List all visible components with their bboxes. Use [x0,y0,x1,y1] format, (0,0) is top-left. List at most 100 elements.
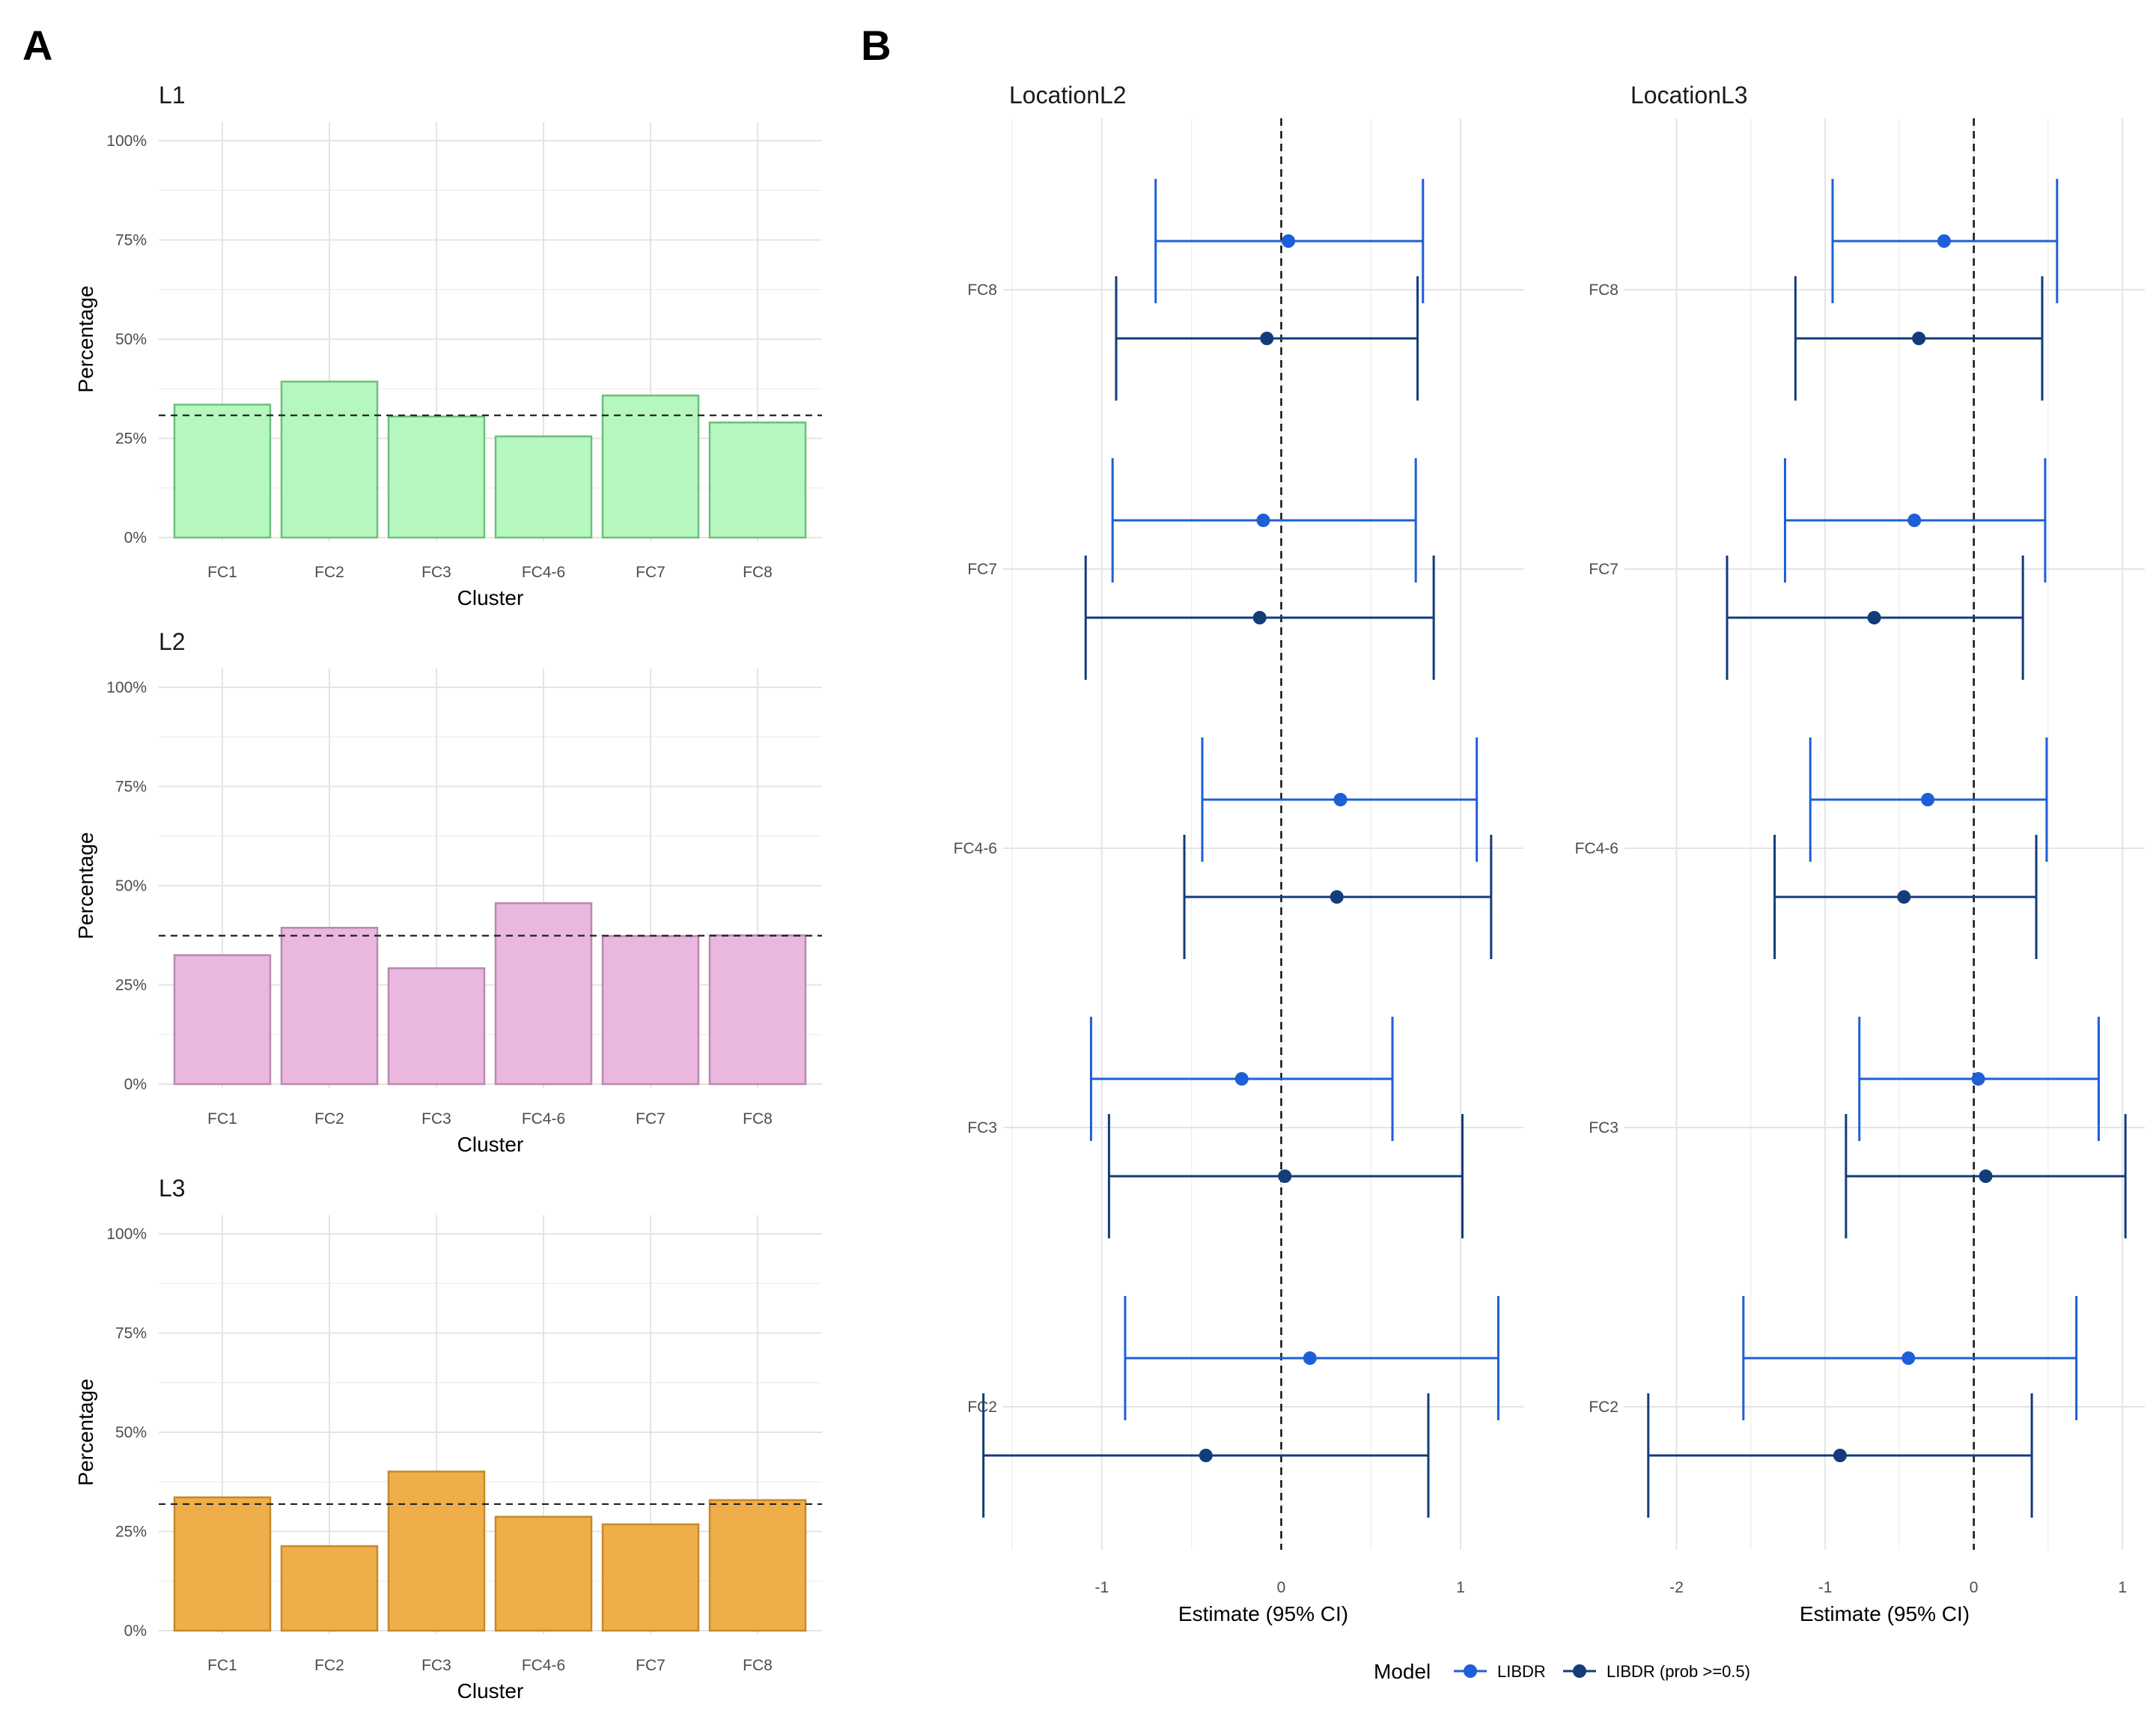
interval-fc3-libdr [1858,1017,2100,1141]
y-tick-label: 50% [115,1424,147,1441]
facet-title: L3 [159,1175,186,1202]
y-tick-label: FC4-6 [1575,840,1618,857]
x-tick-label: -1 [1094,1579,1109,1596]
estimate-point [1333,793,1348,806]
y-tick-label: 0% [124,529,147,547]
y-tick-label: 50% [115,331,147,348]
x-tick-label: FC7 [636,564,666,581]
bar-fc1 [173,404,272,539]
x-axis-title: Cluster [457,586,524,609]
estimate-point [1234,1072,1249,1086]
estimate-point [1256,514,1270,527]
estimate-point [1979,1169,1993,1183]
bar-chart-l1: 0% 25% 50% 75% 100% FC1 FC2 FC3 FC4-6 FC7 FC8 L1 Clu… [74,82,822,609]
x-axis-title: Cluster [457,1133,524,1156]
bar-fc8 [708,1499,807,1632]
estimate-point [1901,1351,1916,1365]
x-axis-title: Estimate (95% CI) [1178,1602,1348,1625]
x-tick-label: FC1 [207,1110,237,1128]
x-tick-label: -2 [1669,1579,1684,1596]
y-axis-title: Percentage [74,1378,97,1485]
estimate-point [1252,611,1267,624]
estimate-point [1897,890,1911,904]
x-tick-label: FC2 [314,1657,344,1674]
y-axis-title: Percentage [74,832,97,939]
bar-fc7 [601,935,700,1086]
interval-fc4-6-libdr [1201,737,1479,862]
interval-fc8-libdr [1831,179,2059,303]
model-legend: Model LIBDR LIBDR (prob >=0.5) [1374,1660,1750,1683]
bar-fc7 [601,395,700,539]
x-tick-label: FC4-6 [522,564,565,581]
y-tick-label: 0% [124,1076,147,1093]
forest-plot-locationl2: -101FC8FC7FC4-6FC3FC2LocationL2Estimate … [954,82,1523,1625]
y-tick-label: FC2 [1589,1399,1618,1416]
interval-fc7-libdr [1111,458,1417,582]
x-tick-label: FC1 [207,564,237,581]
y-tick-label: 25% [115,431,147,448]
legend-label: LIBDR (prob >=0.5) [1607,1662,1750,1681]
estimate-point [1303,1351,1317,1365]
bar-fc8 [708,934,807,1086]
x-axis-title: Estimate (95% CI) [1800,1602,1970,1625]
estimate-point [1199,1449,1213,1462]
x-tick-label: 1 [1456,1579,1465,1596]
y-tick-label: 75% [115,779,147,796]
estimate-point [1260,332,1274,345]
y-tick-label: FC3 [967,1119,997,1137]
estimate-point [1867,611,1881,624]
bar-fc2 [280,926,379,1086]
x-tick-label: FC7 [636,1657,666,1674]
bar-fc1 [173,954,272,1086]
legend-key-point [1464,1664,1477,1678]
y-tick-label: 100% [106,133,147,150]
legend-title: Model [1374,1660,1431,1683]
y-tick-label: FC8 [967,282,997,299]
y-tick-label: FC7 [967,561,997,578]
x-tick-label: FC2 [314,1110,344,1128]
x-tick-label: FC4-6 [522,1657,565,1674]
forest-plot-locationl3: -2 -1 0 1 FC8 FC7 FC4-6 FC3 FC2 LocationL3 Estimat… [1575,82,2145,1625]
bar-fc4-6 [494,1515,593,1632]
facet-title: L1 [159,82,186,109]
x-tick-label: 1 [2118,1579,2127,1596]
interval-fc8-libdr-prob [1794,276,2044,401]
estimate-point [1282,234,1296,248]
y-tick-label: FC7 [1589,561,1618,578]
estimate-point [1833,1449,1847,1462]
interval-fc2-libdr-prob [1647,1393,2033,1518]
bar-fc8 [708,422,807,539]
bar-fc2 [280,1545,379,1632]
y-tick-label: FC3 [1589,1119,1618,1137]
interval-fc8-libdr-prob [1115,276,1419,401]
x-tick-label: 0 [1277,1579,1286,1596]
x-tick-label: FC3 [421,1657,451,1674]
y-tick-label: 0% [124,1622,147,1640]
x-tick-label: FC8 [743,1110,773,1128]
bar-fc4-6 [494,435,593,539]
panel-label-a: A [22,22,53,69]
y-tick-label: 100% [106,1226,147,1243]
interval-fc4-6-libdr-prob [1183,835,1493,959]
legend-key-point [1573,1664,1586,1678]
bar-chart-l2: 0% 25% 50% 75% 100% FC1 FC2 FC3 FC4-6 FC7 FC8 L2 Clu… [74,628,822,1156]
facet-title: LocationL2 [1009,82,1127,109]
x-tick-label: FC2 [314,564,344,581]
interval-fc3-libdr-prob [1845,1114,2127,1238]
panel-label-b: B [861,22,892,69]
facet-title: LocationL3 [1630,82,1748,109]
interval-fc2-libdr [1124,1296,1499,1420]
interval-fc3-libdr-prob [1107,1114,1464,1238]
interval-fc2-libdr-prob [982,1393,1430,1518]
estimate-point [1278,1169,1292,1183]
x-tick-label: -1 [1818,1579,1833,1596]
x-tick-label: FC7 [636,1110,666,1128]
interval-fc7-libdr [1783,458,2047,582]
bar-fc3 [387,416,486,539]
estimate-point [1330,890,1344,904]
interval-fc4-6-libdr-prob [1773,835,2038,959]
x-tick-label: FC4-6 [522,1110,565,1128]
y-tick-label: 25% [115,1524,147,1541]
x-axis-title: Cluster [457,1679,524,1703]
